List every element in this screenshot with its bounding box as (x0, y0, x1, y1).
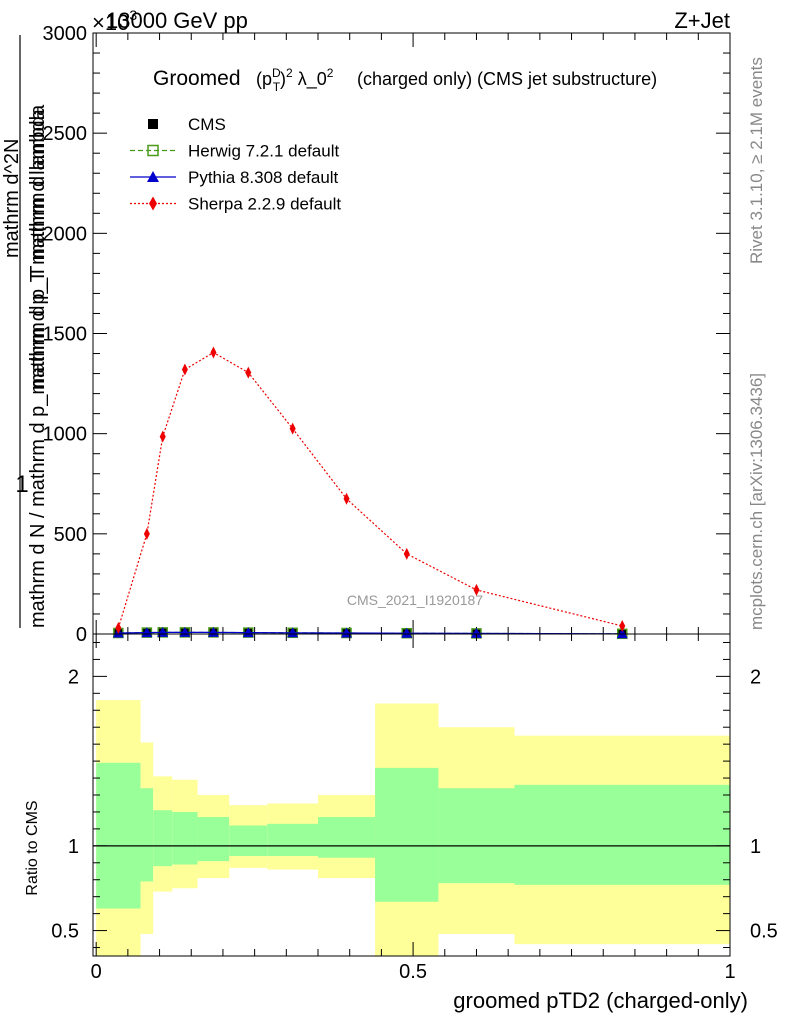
series-layer (112, 346, 628, 640)
data-point (159, 430, 166, 443)
legend-marker (147, 171, 159, 182)
main-ylabel: 1 mathrm d N / mathrm d p_mathrm d p_T m… (1, 35, 49, 628)
ratio-band-green (197, 817, 230, 862)
data-point (115, 621, 122, 634)
x-tick-label: 1 (724, 961, 735, 983)
series-line (117, 351, 623, 629)
title-suffix: (charged only) (CMS jet substructure) (357, 69, 657, 89)
y-tick-label: 1000 (43, 424, 88, 446)
legend-entry: Pythia 8.308 default (130, 168, 339, 187)
data-point (141, 627, 153, 638)
ratio-ytick-labels: 0.5 0.5 1 1 2 2 (51, 666, 778, 942)
y-tick-label: 2000 (43, 223, 88, 245)
data-point (403, 547, 410, 560)
series-pythia (112, 626, 628, 639)
ratio-band-green (153, 810, 173, 867)
ratio-y-tick-label-left: 2 (68, 666, 79, 688)
rivet-label: Rivet 3.1.10, ≥ 2.1M events (747, 57, 766, 264)
data-point (619, 619, 626, 632)
data-point (401, 627, 413, 638)
ratio-band-green (96, 762, 141, 909)
main-panel: 0 500 1000 1500 2000 2500 3000 CMS_2021_I19201… (43, 23, 731, 646)
chart-title: Groomed (pD T)2 λ_02 (charged only) (CMS … (153, 66, 657, 94)
x-axis-label: groomed pTD2 (charged-only) (453, 988, 748, 1013)
watermark: CMS_2021_I1920187 (347, 592, 483, 608)
ratio-panel: 0.5 0.51 12 2 0 0.5 1 Ratio to CMS groomed pT… (24, 633, 778, 1013)
ylabel-numerator: 1 (15, 471, 28, 498)
legend-label: Herwig 7.2.1 default (188, 142, 339, 161)
x-tick-label: 0.5 (399, 961, 427, 983)
series-sherpa (115, 346, 626, 634)
legend-entry: Sherpa 2.2.9 default (130, 195, 341, 214)
legend-marker (149, 196, 157, 211)
data-point (470, 627, 482, 638)
data-point (242, 627, 254, 638)
exponent-label: ×103 (92, 7, 137, 35)
header-right: Z+Jet (674, 8, 730, 33)
ratio-y-tick-label-left: 1 (68, 836, 79, 858)
y-tick-label: 2500 (43, 123, 88, 145)
ratio-band-green (318, 817, 376, 858)
data-point (616, 628, 628, 639)
ratio-bands (96, 700, 730, 956)
ratio-band-green (514, 784, 730, 885)
ratio-band-green (172, 811, 198, 865)
ratio-ylabel: Ratio to CMS (24, 800, 41, 895)
data-point (143, 527, 150, 540)
ratio-band-green (375, 767, 439, 902)
ratio-band-green (267, 823, 319, 857)
y-tick-label: 1500 (43, 324, 88, 346)
ylabel-top2: mathrm d p_T mathrm d lambda (27, 104, 49, 390)
data-point (289, 422, 296, 435)
legend-marker (147, 144, 159, 157)
y-tick-label: 0 (76, 624, 87, 646)
ratio-band-green (229, 825, 268, 857)
legend-marker (148, 119, 158, 129)
data-point (343, 492, 350, 505)
data-point (245, 366, 252, 379)
data-point (210, 346, 217, 359)
ylabel-top: mathrm d^2N (1, 139, 23, 258)
x-tick-label: 0 (91, 961, 102, 983)
legend: CMS Herwig 7.2.1 default Pythia 8.308 defa… (130, 115, 341, 214)
legend-entry: Herwig 7.2.1 default (130, 142, 339, 161)
ratio-y-tick-label-right: 0.5 (750, 921, 778, 943)
mcplots-label: mcplots.cern.ch [arXiv:1306.3436] (747, 373, 766, 630)
ratio-y-tick-label-left: 0.5 (51, 921, 79, 943)
ylabel-denominator: mathrm d N / mathrm d p_mathrm d p_T mat… (27, 108, 49, 628)
data-point (181, 363, 188, 376)
ratio-ticks (93, 634, 731, 956)
data-point (287, 627, 299, 638)
data-point (473, 583, 480, 596)
legend-label: CMS (188, 115, 226, 134)
ratio-band-green (438, 788, 515, 884)
ratio-y-tick-label-right: 1 (750, 836, 761, 858)
header-left: 13000 GeV pp (106, 8, 248, 33)
title-formula: (pD T)2 λ_02 (256, 66, 334, 94)
ratio-band-green (140, 788, 154, 882)
title-prefix: Groomed (153, 67, 241, 90)
y-tick-label: 3000 (43, 23, 88, 45)
ratio-y-tick-label-right: 2 (750, 666, 761, 688)
x-tick-labels: 0 0.5 1 (91, 961, 736, 983)
legend-label: Sherpa 2.2.9 default (188, 195, 341, 214)
legend-entry: CMS (148, 115, 226, 134)
main-ytick-labels: 0 500 1000 1500 2000 2500 3000 (43, 23, 88, 646)
legend-label: Pythia 8.308 default (188, 168, 339, 187)
y-tick-label: 500 (54, 524, 87, 546)
